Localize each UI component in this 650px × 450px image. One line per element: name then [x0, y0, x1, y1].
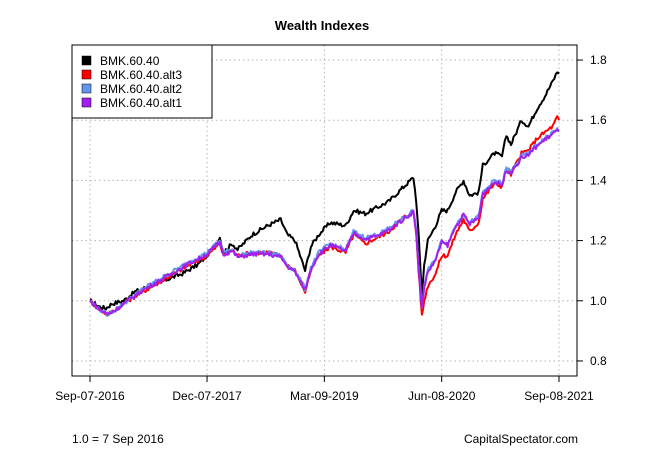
legend-label: BMK.60.40.alt3: [100, 68, 182, 82]
x-tick-label: Sep-07-2016: [55, 389, 125, 403]
x-tick-label: Jun-08-2020: [408, 389, 476, 403]
y-tick-label: 0.8: [590, 354, 607, 368]
y-tick-label: 1.4: [590, 173, 607, 187]
legend-label: BMK.60.40.alt2: [100, 82, 182, 96]
series-line-bmk-60-40-alt1: [89, 128, 560, 315]
legend-swatch: [81, 97, 92, 108]
source-credit: CapitalSpectator.com: [464, 432, 578, 446]
legend-label: BMK.60.40.alt1: [100, 96, 182, 110]
series-line-bmk-60-40-alt3: [89, 115, 560, 317]
y-tick-label: 1.0: [590, 294, 607, 308]
legend-swatch: [81, 55, 92, 66]
legend-label: BMK.60.40: [100, 54, 160, 68]
x-tick-label: Dec-07-2017: [172, 389, 242, 403]
y-tick-label: 1.6: [590, 113, 607, 127]
legend: BMK.60.40BMK.60.40.alt3BMK.60.40.alt2BMK…: [71, 44, 213, 119]
series-line-bmk-60-40: [89, 71, 560, 311]
legend-box: [71, 44, 213, 119]
chart-title: Wealth Indexes: [275, 18, 369, 33]
x-axis: Sep-07-2016 Dec-07-2017 Mar-09-2019 Jun-08-…: [55, 376, 594, 403]
gridlines: [72, 45, 577, 376]
legend-swatch: [81, 83, 92, 94]
series-lines: [89, 71, 560, 317]
y-tick-label: 1.8: [590, 53, 607, 67]
x-tick-label: Sep-08-2021: [524, 389, 594, 403]
x-tick-label: Mar-09-2019: [290, 389, 359, 403]
legend-swatch: [81, 69, 92, 80]
base-date-note: 1.0 = 7 Sep 2016: [72, 432, 164, 446]
y-axis: 0.8 1.0 1.2 1.4 1.6 1.8: [577, 53, 607, 368]
y-tick-label: 1.2: [590, 234, 607, 248]
